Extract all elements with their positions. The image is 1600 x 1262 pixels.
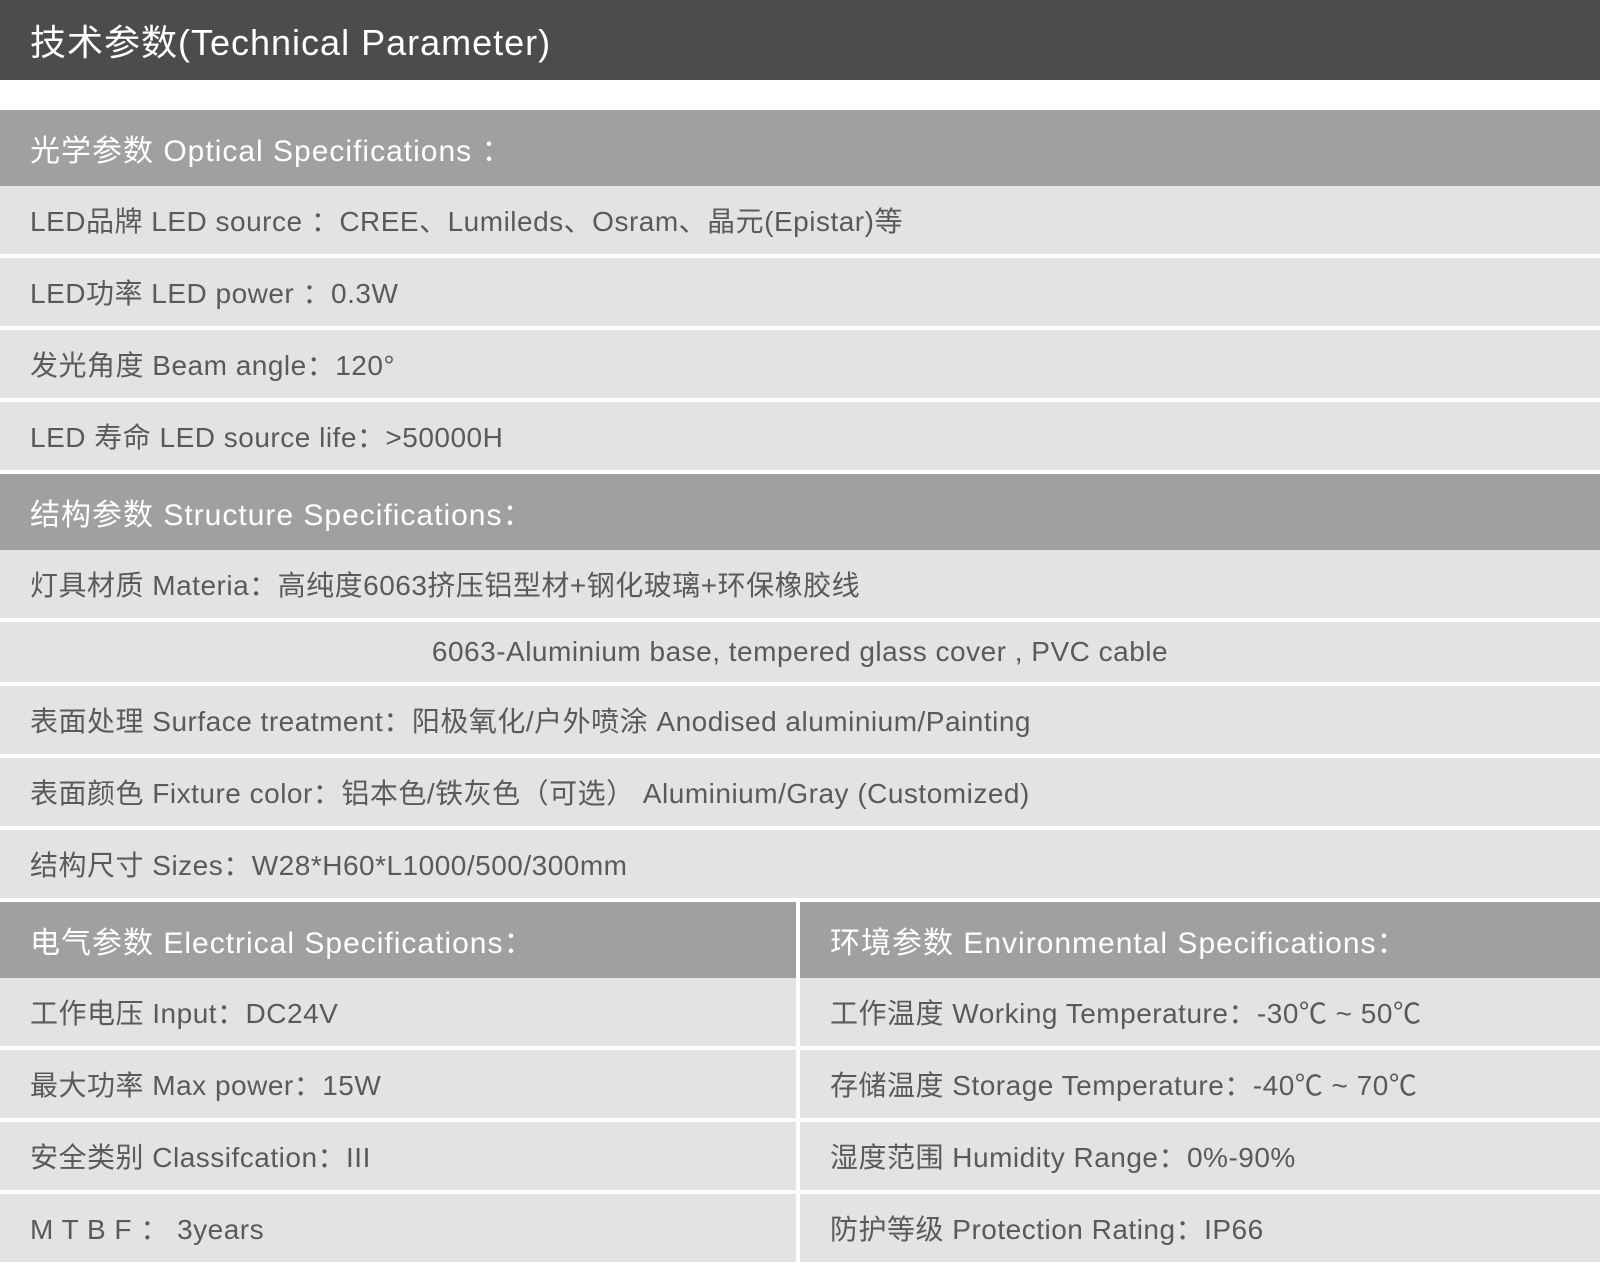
electrical-row: M T B F ： 3years: [0, 1194, 800, 1262]
environmental-row: 防护等级 Protection Rating：IP66: [800, 1194, 1600, 1262]
environmental-row: 湿度范围 Humidity Range：0%-90%: [800, 1122, 1600, 1194]
optical-row: LED 寿命 LED source life：>50000H: [0, 402, 1600, 474]
optical-header: 光学参数 Optical Specifications ：: [0, 110, 1600, 186]
structure-row: 灯具材质 Materia：高纯度6063挤压铝型材+钢化玻璃+环保橡胶线: [0, 550, 1600, 622]
optical-row: LED功率 LED power ：0.3W: [0, 258, 1600, 330]
electrical-row: 最大功率 Max power：15W: [0, 1050, 800, 1122]
optical-row: LED品牌 LED source ：CREE、Lumileds、Osram、晶元…: [0, 186, 1600, 258]
structure-row: 表面处理 Surface treatment：阳极氧化/户外喷涂 Anodise…: [0, 686, 1600, 758]
structure-row: 结构尺寸 Sizes：W28*H60*L1000/500/300mm: [0, 830, 1600, 902]
structure-header: 结构参数 Structure Specifications：: [0, 474, 1600, 550]
title-gap: [0, 80, 1600, 110]
environmental-header: 环境参数 Environmental Specifications：: [800, 902, 1600, 978]
two-column-section: 电气参数 Electrical Specifications： 工作电压 Inp…: [0, 902, 1600, 1262]
electrical-row: 安全类别 Classifcation：III: [0, 1122, 800, 1194]
electrical-row: 工作电压 Input：DC24V: [0, 978, 800, 1050]
optical-row: 发光角度 Beam angle：120°: [0, 330, 1600, 402]
electrical-header: 电气参数 Electrical Specifications：: [0, 902, 800, 978]
environmental-row: 工作温度 Working Temperature：-30℃ ~ 50℃: [800, 978, 1600, 1050]
structure-row: 表面颜色 Fixture color：铝本色/铁灰色（可选） Aluminium…: [0, 758, 1600, 830]
environmental-column: 环境参数 Environmental Specifications： 工作温度 …: [800, 902, 1600, 1262]
environmental-row: 存储温度 Storage Temperature：-40℃ ~ 70℃: [800, 1050, 1600, 1122]
electrical-column: 电气参数 Electrical Specifications： 工作电压 Inp…: [0, 902, 800, 1262]
structure-row: 6063-Aluminium base, tempered glass cove…: [0, 622, 1600, 686]
page-title: 技术参数(Technical Parameter): [0, 0, 1600, 80]
